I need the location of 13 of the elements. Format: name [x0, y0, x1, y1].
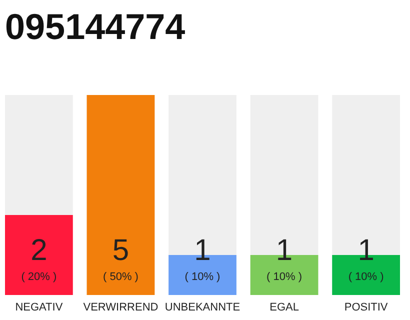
x-tick-label: NEGATIV — [15, 302, 64, 314]
x-tick-label: UNBEKANNTE — [164, 302, 240, 314]
annotation: ( 50% ) — [102, 271, 138, 283]
annotation: ( 10% ) — [184, 271, 220, 283]
x-tick-label: EGAL — [270, 302, 299, 314]
chart-title: 095144774 — [5, 6, 186, 47]
annotation: ( 10% ) — [266, 271, 302, 283]
data-label: 2 — [30, 234, 48, 267]
annotation: ( 20% ) — [21, 271, 57, 283]
data-label: 5 — [112, 234, 130, 267]
x-tick-label: POSITIV — [344, 302, 388, 314]
x-tick-label: VERWIRREND — [83, 302, 158, 314]
annotation: ( 10% ) — [348, 271, 384, 283]
